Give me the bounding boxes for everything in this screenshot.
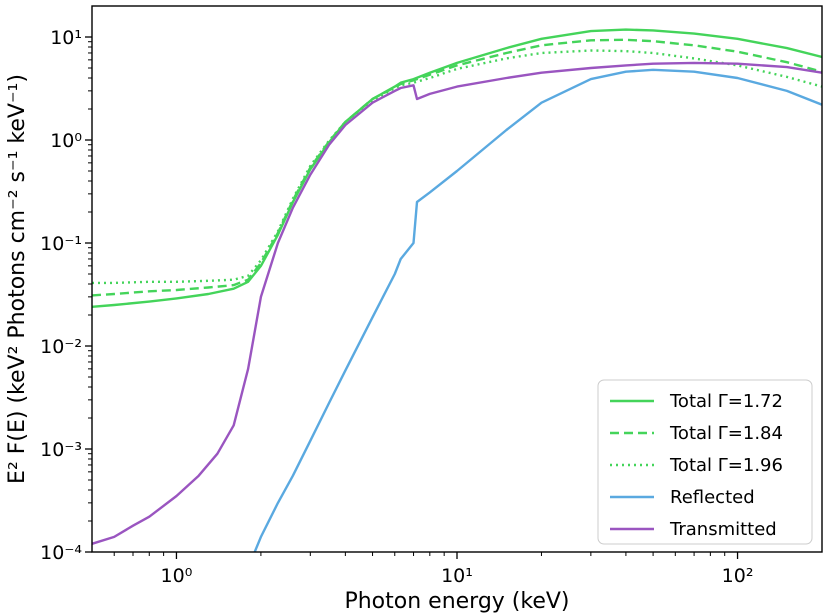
- y-tick-label-5: 10¹: [50, 27, 82, 49]
- series-line-0: [92, 28, 822, 308]
- series-line-3: [253, 68, 822, 552]
- y-axis-label: E² F(E) (keV² Photons cm⁻² s⁻¹ keV⁻¹): [5, 74, 30, 484]
- legend-label-2: Total Γ=1.96: [669, 455, 783, 476]
- series-line-1: [92, 38, 822, 297]
- legend-label-4: Transmitted: [669, 519, 777, 540]
- x-tick-label-0: 10⁰: [161, 565, 193, 587]
- series-line-2: [92, 49, 822, 285]
- legend: Total Γ=1.72 Total Γ=1.84 Total Γ=1.96 Refl…: [597, 379, 813, 545]
- y-tick-label-4: 10⁰: [50, 130, 82, 152]
- ticks-layer: 10⁰ 10¹ 10² 10⁻⁴ 10⁻³ 10⁻² 10⁻¹ 10⁰ 10¹: [40, 27, 753, 587]
- y-tick-label-3: 10⁻¹: [40, 233, 82, 255]
- y-tick-label-1: 10⁻³: [40, 439, 82, 461]
- y-tick-label-0: 10⁻⁴: [40, 542, 82, 564]
- legend-label-0: Total Γ=1.72: [669, 391, 783, 412]
- x-tick-label-2: 10²: [722, 565, 754, 587]
- y-tick-label-2: 10⁻²: [40, 336, 82, 358]
- x-axis-label: Photon energy (keV): [344, 589, 569, 614]
- legend-box: [597, 379, 813, 545]
- x-tick-label-1: 10¹: [441, 565, 473, 587]
- legend-label-3: Reflected: [670, 487, 755, 508]
- series-line-4: [92, 61, 822, 545]
- series-layer: [92, 28, 822, 552]
- legend-label-1: Total Γ=1.84: [669, 423, 783, 444]
